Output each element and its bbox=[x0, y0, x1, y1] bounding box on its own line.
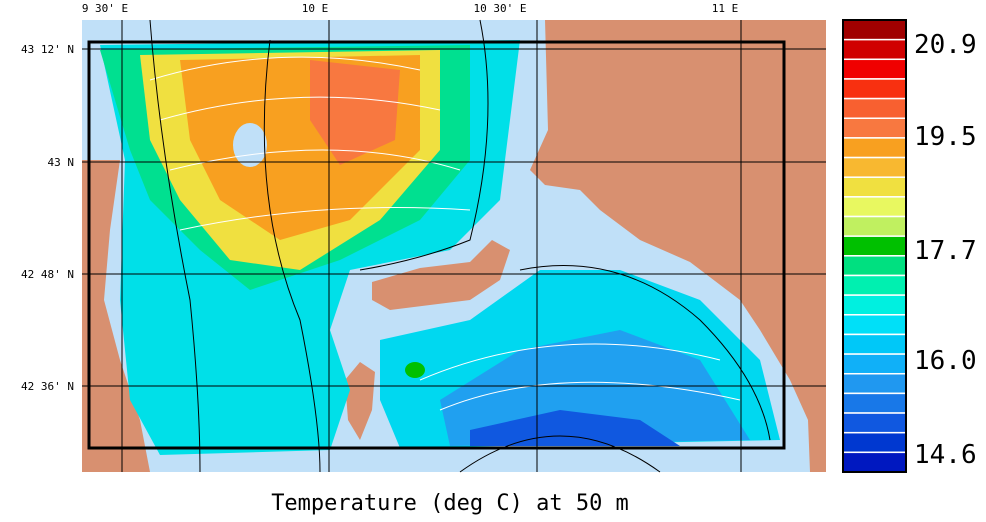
colorbar-swatch bbox=[842, 156, 907, 178]
colorbar-swatch bbox=[842, 137, 907, 159]
lat-label: 42 48' N bbox=[21, 268, 74, 281]
colorbar-label: 16.0 bbox=[914, 346, 977, 376]
lon-label: 10 E bbox=[302, 2, 329, 15]
colorbar: 20.9 19.5 17.7 16.0 14.6 bbox=[842, 19, 977, 473]
domain-box bbox=[87, 40, 786, 450]
lon-label: 9 30' E bbox=[82, 2, 128, 15]
lat-label: 42 36' N bbox=[21, 380, 74, 393]
bathymetry bbox=[149, 19, 771, 473]
colorbar-swatch bbox=[842, 78, 907, 100]
map-area bbox=[82, 19, 826, 473]
water-field bbox=[405, 362, 425, 378]
lat-label: 43 12' N bbox=[21, 43, 74, 56]
graticule bbox=[82, 20, 826, 472]
colorbar-swatch bbox=[842, 255, 907, 277]
colorbar-label: 20.9 bbox=[914, 30, 977, 60]
water-field bbox=[470, 410, 680, 446]
lat-label: 43 N bbox=[48, 156, 75, 169]
colorbar-swatch bbox=[842, 333, 907, 355]
colorbar-swatch bbox=[842, 176, 907, 198]
colorbar-swatch bbox=[842, 353, 907, 375]
water-field bbox=[440, 330, 750, 446]
colorbar-swatch bbox=[842, 372, 907, 395]
colorbar-swatch bbox=[842, 451, 907, 473]
colorbar-swatch bbox=[842, 294, 907, 316]
colorbar-swatch bbox=[842, 431, 907, 454]
lat-labels: 43 12' N 43 N 42 48' N 42 36' N bbox=[21, 43, 74, 393]
island bbox=[372, 240, 510, 310]
colorbar-swatch bbox=[842, 412, 907, 434]
colorbar-swatch bbox=[842, 274, 907, 296]
colorbar-swatch bbox=[842, 58, 907, 80]
colorbar-swatch bbox=[842, 215, 907, 237]
lon-labels: 9 30' E 10 E 10 30' E 11 E bbox=[82, 2, 738, 15]
island bbox=[345, 362, 375, 440]
colorbar-swatch bbox=[842, 117, 907, 139]
colorbar-swatch bbox=[842, 235, 907, 257]
colorbar-swatch bbox=[842, 38, 907, 61]
title: Temperature (deg C) at 50 m bbox=[271, 491, 629, 516]
colorbar-swatch bbox=[842, 196, 907, 218]
colorbar-label: 17.7 bbox=[914, 236, 977, 266]
land bbox=[82, 160, 150, 472]
colorbar-swatch bbox=[842, 19, 907, 41]
contours bbox=[149, 56, 741, 411]
colorbar-label: 14.6 bbox=[914, 440, 977, 470]
water-field bbox=[233, 123, 267, 167]
water-field bbox=[310, 60, 400, 165]
colorbar-swatch bbox=[842, 314, 907, 336]
colorbar-swatch bbox=[842, 392, 907, 414]
lon-label: 11 E bbox=[712, 2, 739, 15]
lon-label: 10 30' E bbox=[474, 2, 527, 15]
land bbox=[530, 20, 826, 472]
colorbar-swatch bbox=[842, 97, 907, 120]
colorbar-frame bbox=[842, 19, 907, 473]
colorbar-label: 19.5 bbox=[914, 122, 977, 152]
